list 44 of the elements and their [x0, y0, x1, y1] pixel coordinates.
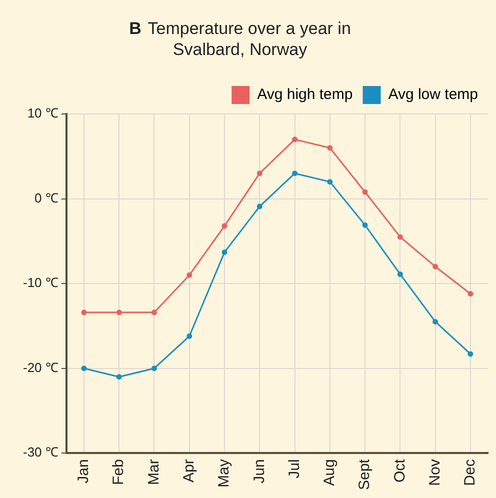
x-tick-label: Feb [110, 459, 128, 485]
point [327, 179, 333, 185]
point [256, 204, 262, 210]
point [186, 272, 192, 278]
point [151, 366, 157, 372]
x-tick-label: May [216, 458, 233, 488]
x-tick-label: Mar [145, 459, 162, 485]
point [292, 170, 298, 176]
point [186, 333, 192, 339]
chart-title: B Temperature over a year in Svalbard, Norway [128, 18, 352, 60]
x-tick-label: Oct [391, 458, 408, 482]
point [116, 374, 122, 380]
point [468, 290, 474, 296]
y-tick-label: 10 ℃ [27, 106, 58, 121]
point [256, 170, 262, 176]
x-tick-label: Dec [462, 458, 479, 486]
x-tick-label: Aug [321, 459, 338, 486]
point [116, 310, 122, 316]
legend-label: Avg high temp [257, 86, 353, 104]
x-tick-label: Nov [426, 458, 444, 486]
point [327, 145, 333, 151]
point [432, 264, 438, 270]
point [468, 351, 474, 357]
point [81, 366, 87, 372]
x-tick-label: Jul [286, 459, 303, 478]
x-tick-label: Apr [180, 459, 198, 482]
point [397, 234, 403, 240]
legend-label: Avg low temp [388, 86, 478, 104]
y-tick-label: -10 ℃ [22, 275, 58, 290]
y-tick-label: -30 ℃ [22, 444, 58, 460]
point [222, 249, 228, 255]
point [222, 223, 228, 229]
x-tick-label: Jun [250, 459, 268, 484]
x-tick-label: Jan [75, 459, 92, 484]
point [362, 222, 368, 228]
point [362, 189, 368, 195]
point [397, 271, 403, 277]
x-tick-label: Sept [356, 458, 374, 490]
y-tick-label: -20 ℃ [22, 360, 58, 375]
point [81, 310, 87, 316]
point [292, 136, 298, 142]
point [432, 318, 438, 324]
point [151, 310, 157, 316]
y-tick-label: 0 ℃ [34, 190, 58, 206]
